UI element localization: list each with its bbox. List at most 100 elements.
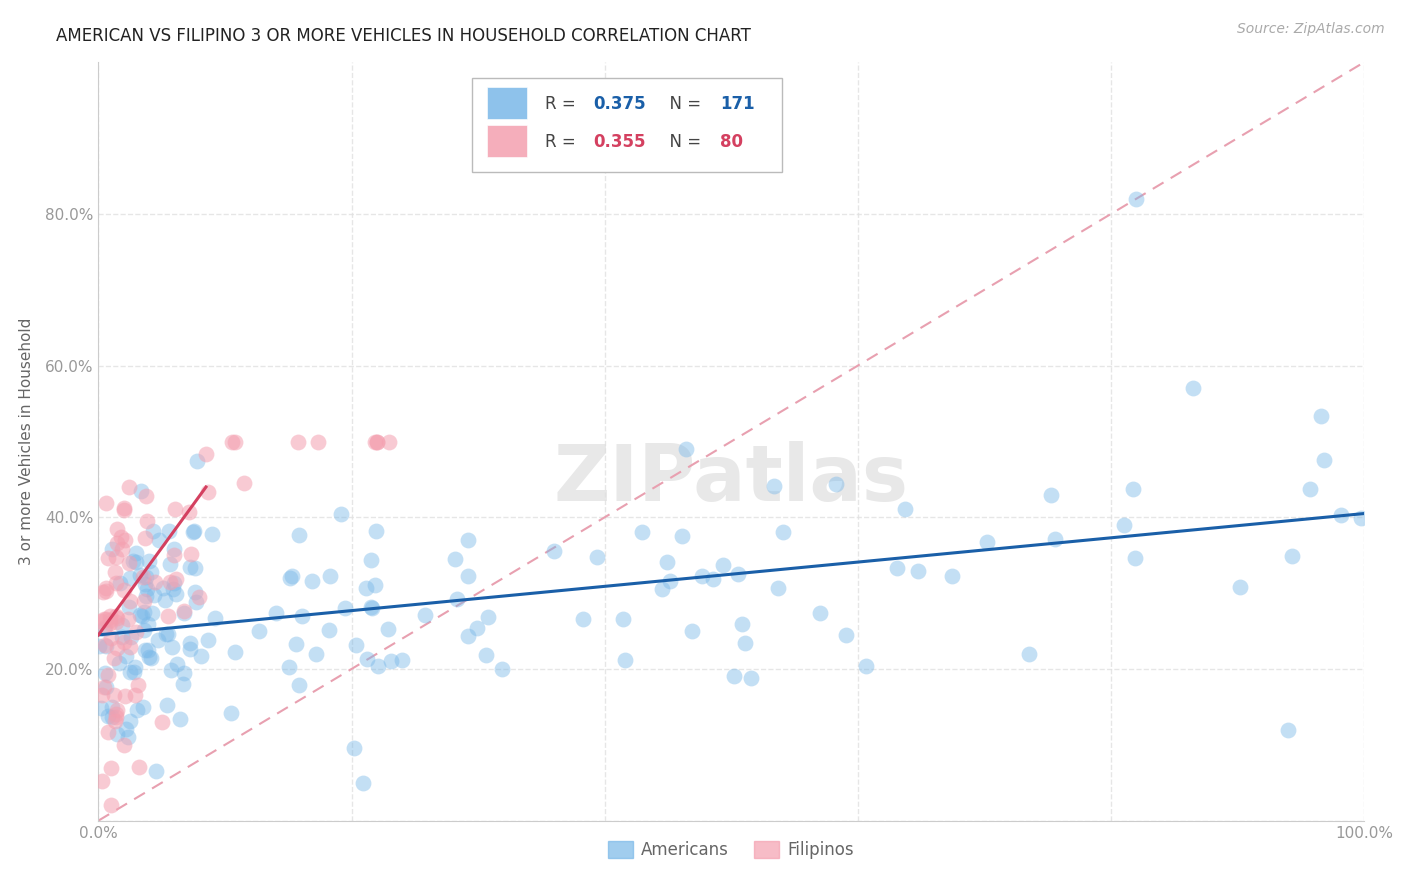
Point <box>112 738 135 752</box>
Point <box>1018 648 1040 662</box>
Point <box>134 531 156 545</box>
Point <box>187 590 209 604</box>
Point <box>101 699 124 714</box>
Point <box>907 564 929 578</box>
Point <box>104 565 127 579</box>
Point <box>97 551 120 566</box>
Point <box>156 627 179 641</box>
Point <box>162 582 184 596</box>
Point <box>173 604 195 618</box>
Point <box>318 624 340 638</box>
Point <box>301 574 323 588</box>
Point <box>356 651 378 665</box>
Point <box>474 648 496 662</box>
Point <box>1281 549 1303 564</box>
Point <box>138 554 160 568</box>
Point <box>173 666 195 681</box>
FancyBboxPatch shape <box>486 126 527 157</box>
Point <box>163 549 186 563</box>
Point <box>692 569 714 583</box>
Point <box>110 530 132 544</box>
Point <box>477 610 499 624</box>
Point <box>94 612 117 626</box>
Point <box>762 479 785 493</box>
Point <box>117 730 139 744</box>
Point <box>120 630 142 644</box>
Point <box>179 636 201 650</box>
Point <box>115 723 138 737</box>
Point <box>186 454 208 468</box>
Point <box>675 442 697 456</box>
Point <box>491 662 513 676</box>
Point <box>98 615 121 630</box>
Point <box>444 552 467 566</box>
Point <box>941 569 963 583</box>
Point <box>120 714 142 728</box>
Point <box>125 555 148 569</box>
Point <box>118 572 141 586</box>
Point <box>122 665 145 679</box>
Point <box>111 542 134 557</box>
Point <box>181 524 204 539</box>
Text: 171: 171 <box>720 95 755 113</box>
Point <box>734 636 756 650</box>
Point <box>1312 452 1334 467</box>
Point <box>93 620 115 634</box>
Point <box>200 526 222 541</box>
Point <box>104 608 127 623</box>
Point <box>333 601 356 615</box>
Point <box>1277 723 1299 737</box>
Point <box>285 637 308 651</box>
Point <box>165 502 187 516</box>
Point <box>135 489 157 503</box>
Point <box>855 658 877 673</box>
Point <box>90 701 112 715</box>
Point <box>572 612 595 626</box>
Point <box>104 714 127 729</box>
Point <box>159 575 181 590</box>
Point <box>114 649 136 664</box>
Point <box>834 627 856 641</box>
Point <box>768 582 790 596</box>
Point <box>105 640 128 655</box>
Point <box>138 649 160 664</box>
Point <box>93 680 115 694</box>
Point <box>135 569 157 583</box>
Point <box>105 611 128 625</box>
Point <box>204 611 226 625</box>
Point <box>129 567 152 582</box>
Point <box>127 678 149 692</box>
Point <box>112 582 135 597</box>
Point <box>143 575 166 590</box>
Point <box>659 574 682 588</box>
Point <box>377 622 399 636</box>
Point <box>165 572 187 586</box>
Point <box>100 798 122 813</box>
Point <box>96 581 118 595</box>
Point <box>247 624 270 639</box>
Point <box>179 642 201 657</box>
Point <box>87 639 110 653</box>
Point <box>111 630 134 644</box>
Point <box>172 677 194 691</box>
Point <box>94 680 117 694</box>
Point <box>731 617 754 632</box>
Point <box>108 656 131 670</box>
Point <box>1350 510 1372 524</box>
Point <box>1181 380 1204 394</box>
Point <box>173 607 195 621</box>
FancyBboxPatch shape <box>486 87 527 120</box>
Point <box>141 651 163 665</box>
Text: ZIPatlas: ZIPatlas <box>554 442 908 517</box>
Point <box>197 485 219 500</box>
Point <box>118 556 141 570</box>
Point <box>163 542 186 557</box>
Point <box>233 476 256 491</box>
Point <box>415 607 437 622</box>
Point <box>145 764 167 779</box>
Point <box>391 653 413 667</box>
Point <box>94 665 117 680</box>
Text: N =: N = <box>659 95 706 113</box>
Point <box>134 593 156 607</box>
Point <box>156 608 179 623</box>
